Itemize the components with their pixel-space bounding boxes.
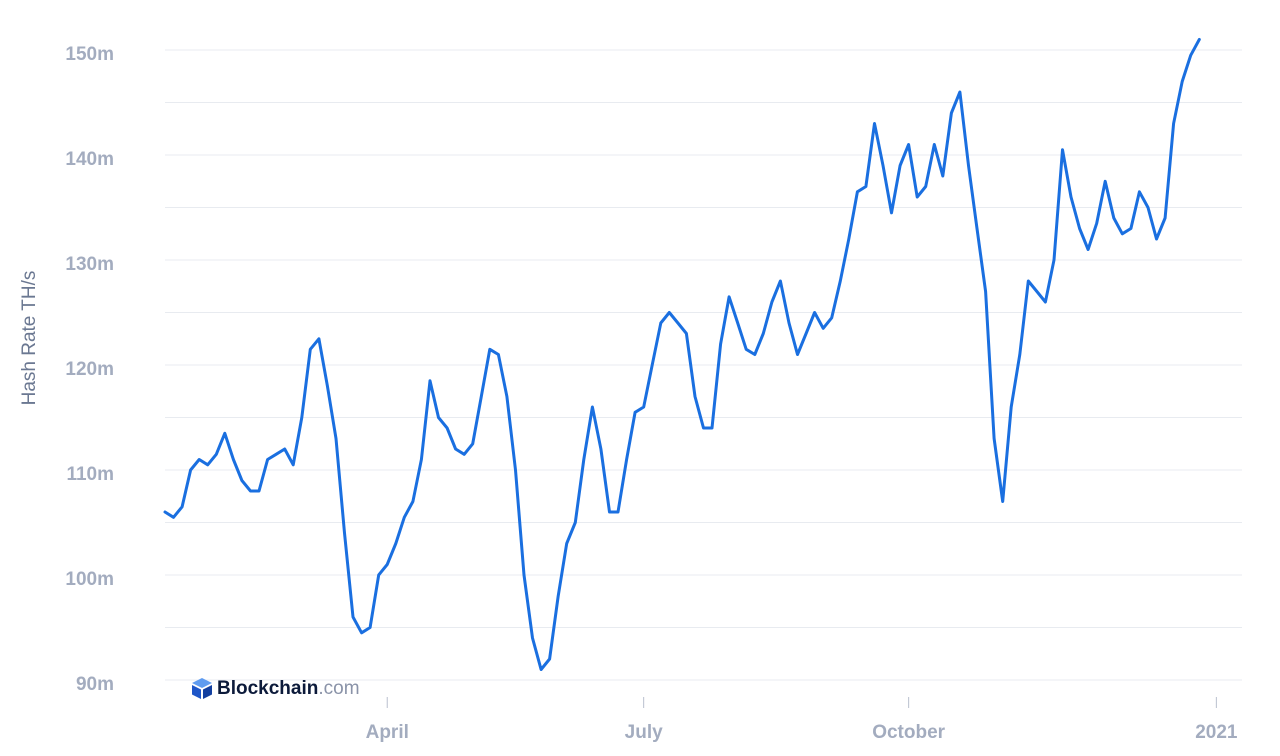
- grid-layer: [165, 49, 1242, 681]
- y-tick-label: 140m: [65, 149, 114, 170]
- watermark-brand: Blockchain: [217, 678, 318, 699]
- y-tick-label: 120m: [65, 359, 114, 380]
- y-axis-title: Hash Rate TH/s: [19, 271, 40, 406]
- y-tick-label: 150m: [65, 44, 114, 65]
- y-tick-label: 100m: [65, 569, 114, 590]
- x-tick-label: 2021: [1195, 722, 1238, 743]
- watermark-suffix: .com: [318, 678, 359, 699]
- y-tick-label: 130m: [65, 254, 114, 275]
- x-tick-label: July: [625, 722, 663, 743]
- y-tick-label: 90m: [76, 674, 114, 695]
- data-line: [163, 38, 1201, 671]
- x-tick-label: April: [366, 722, 409, 743]
- watermark-text: Blockchain.com: [217, 678, 360, 699]
- x-tick-label: October: [872, 722, 945, 743]
- watermark-logo: [192, 678, 212, 699]
- watermark: Blockchain.com: [192, 678, 360, 699]
- y-tick-label: 110m: [66, 464, 114, 485]
